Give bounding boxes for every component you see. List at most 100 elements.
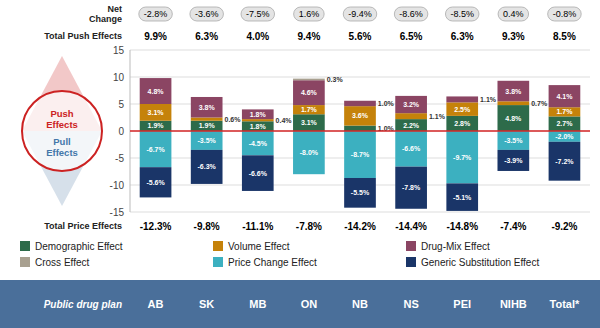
zero-line [130,130,590,131]
bar-segment [242,155,274,191]
data-label: 0.7% [531,100,548,107]
y-tick-label: 0 [118,126,124,137]
row-value: 9.4% [297,31,320,42]
chart: -15-10-50510151.9%1.9%1.8%3.1%1.0%2.2%2.… [0,0,600,328]
row-value: -14.2% [344,221,376,232]
data-label: -3.9% [504,157,523,164]
data-label: 3.1% [148,109,165,116]
data-label: 1.8% [250,111,267,118]
y-tick-label: 15 [113,45,125,56]
data-label: 1.1% [480,96,497,103]
row-value-label: 6.3% [195,31,218,42]
row-value-label: -14.4% [395,221,427,232]
data-label: -5.5% [351,189,370,196]
data-label: -6.7% [146,146,165,153]
bar-segment [140,78,172,79]
bar-segment [293,105,325,114]
legend-label: Demographic Effect [35,241,123,252]
net-change-pill: -0.8% [548,7,582,21]
row-value-label: 0.4% [503,9,524,19]
data-label: -8.7% [351,151,370,158]
row-value: -14.8% [446,221,478,232]
bar-segment [242,109,274,110]
logo-circle [22,91,102,171]
row-value-label: -12.3% [140,221,172,232]
bar-segment [344,101,376,106]
row-value-label: 9.4% [297,31,320,42]
x-tick-label: NIHB [500,298,527,310]
bar-segment [395,131,427,167]
logo-label: PushEffects [46,108,78,130]
row-value: -11.1% [242,221,273,232]
row-value: -9.2% [551,221,577,232]
data-label: -5.1% [453,194,472,201]
row-value: 4.0% [246,31,269,42]
bar-segment [293,79,325,81]
grid-line [130,77,590,78]
legend-swatch [213,257,223,267]
legend-swatch [20,241,30,251]
y-tick-label: -5 [115,153,124,164]
bar-segment [549,107,581,116]
data-label: -3.5% [198,137,217,144]
legend-label: Generic Substitution Effect [421,257,539,268]
net-change-pill: 1.6% [294,7,325,21]
bar-segment [446,183,478,211]
bar-segment [395,113,427,119]
bar-segment [242,131,274,155]
bar-segment [395,119,427,131]
row-value: 6.3% [195,31,218,42]
row-value: 8.5% [553,31,576,42]
data-label: 1.7% [556,108,573,115]
row-value-label: 5.6% [349,31,372,42]
text-line: Total Push Effects [44,31,122,41]
data-label: -9.7% [453,154,472,161]
bar-segment [191,131,223,150]
row-value: 6.3% [451,31,474,42]
bar-segment [344,126,376,131]
row-value-label: 9.3% [502,31,525,42]
row-value: 5.6% [349,31,372,42]
row-value-label: -3.6% [195,9,219,19]
x-tick-label: NS [403,298,418,310]
pill [445,7,479,21]
legend-swatch [20,257,30,267]
data-label: 0.6% [225,116,242,123]
row-value: -7.8% [296,221,322,232]
bar-segment [549,85,581,86]
legend-label: Volume Effect [228,241,290,252]
text-line: Total Price Effects [44,221,122,231]
data-label: 0.4% [276,117,293,124]
text-line: Effects [46,147,78,158]
net-change-pill: -9.4% [343,7,377,21]
row-value-label: 1.6% [299,9,320,19]
data-label: 1.9% [148,122,165,129]
bar-segment [497,150,529,171]
bar-segment [191,118,223,121]
bar-segment [446,116,478,131]
bar-segment [395,96,427,113]
bar-segment [140,121,172,131]
text-line: Push [50,108,73,119]
row-value: 6.5% [400,31,423,42]
row-value-label: -2.8% [144,9,168,19]
data-label: -6.6% [402,145,421,152]
data-labels: 1.9%1.9%1.8%3.1%1.0%2.2%2.8%4.8%2.7%3.1%… [146,76,574,201]
row-value: 9.3% [502,31,525,42]
net-change-pill: -3.6% [190,7,224,21]
row-label: Total Price Effects [44,221,122,231]
row-value: -7.4% [500,221,526,232]
data-label: 1.9% [199,122,216,129]
bar-segment [344,131,376,178]
row-value-label: -9.2% [551,221,577,232]
pill [139,7,173,21]
bar-segment [549,131,581,142]
data-label: 1.0% [378,100,395,107]
bar-segment [446,96,478,102]
text-line: Change [89,14,122,24]
data-label: 4.8% [148,88,165,95]
y-tick-label: 5 [118,99,124,110]
data-label: 3.8% [199,104,216,111]
legend: Demographic EffectVolume EffectDrug-Mix … [20,241,539,268]
row-value-label: 6.5% [400,31,423,42]
